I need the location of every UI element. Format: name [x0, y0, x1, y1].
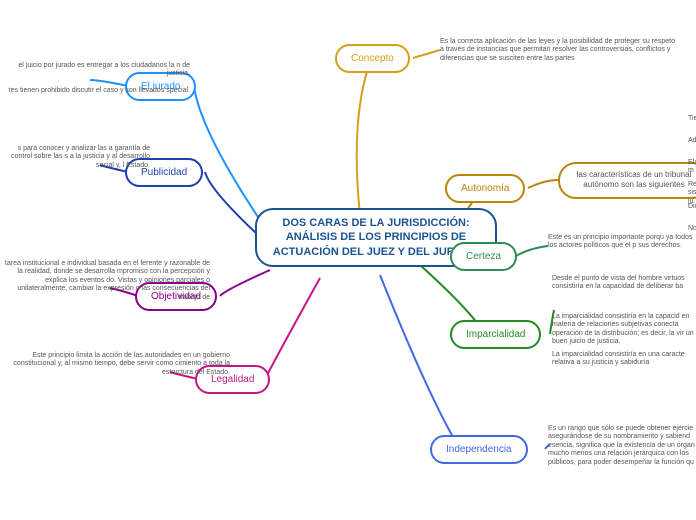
- branch-imparcialidad[interactable]: Imparcialidad: [450, 320, 541, 349]
- desc-certeza: Este es un principio importante porqu ya…: [548, 234, 696, 251]
- item-autonomia-1: Ad: [688, 137, 696, 145]
- branch-certeza[interactable]: Certeza: [450, 242, 517, 271]
- desc-publicidad: s para conocer y analizar las a garantía…: [0, 145, 150, 170]
- item2-imparcialidad-2: La imparcialidad consistiría en una cara…: [552, 351, 696, 368]
- item-autonomia-4: Dic: [688, 203, 696, 211]
- desc-legalidad: Este principio limita la acción de las a…: [0, 352, 230, 377]
- item-autonomia-2: Ela m: [688, 159, 696, 176]
- item2-imparcialidad-0: Desde el punto de vista del hombre virtu…: [552, 275, 696, 292]
- desc-jurado: el juicio por jurado es entregar a los c…: [0, 62, 190, 96]
- branch-concepto[interactable]: Concepto: [335, 44, 410, 73]
- desc-independencia: Es un rango que sólo se puede obtener ej…: [548, 425, 696, 467]
- branch-autonomia[interactable]: Autonomía: [445, 174, 525, 203]
- desc-objetividad: tarea institucional e individual basada …: [0, 260, 210, 302]
- item-autonomia-5: No: [688, 225, 696, 233]
- item2-imparcialidad-1: La imparcialidad consistiría en la capac…: [552, 313, 696, 347]
- branch-independencia[interactable]: Independencia: [430, 435, 528, 464]
- item-autonomia-0: Tie: [688, 115, 696, 123]
- subnode-autonomia[interactable]: las características de un tribunal autón…: [558, 162, 696, 199]
- desc-concepto: Es la correcta aplicación de las leyes y…: [440, 38, 680, 63]
